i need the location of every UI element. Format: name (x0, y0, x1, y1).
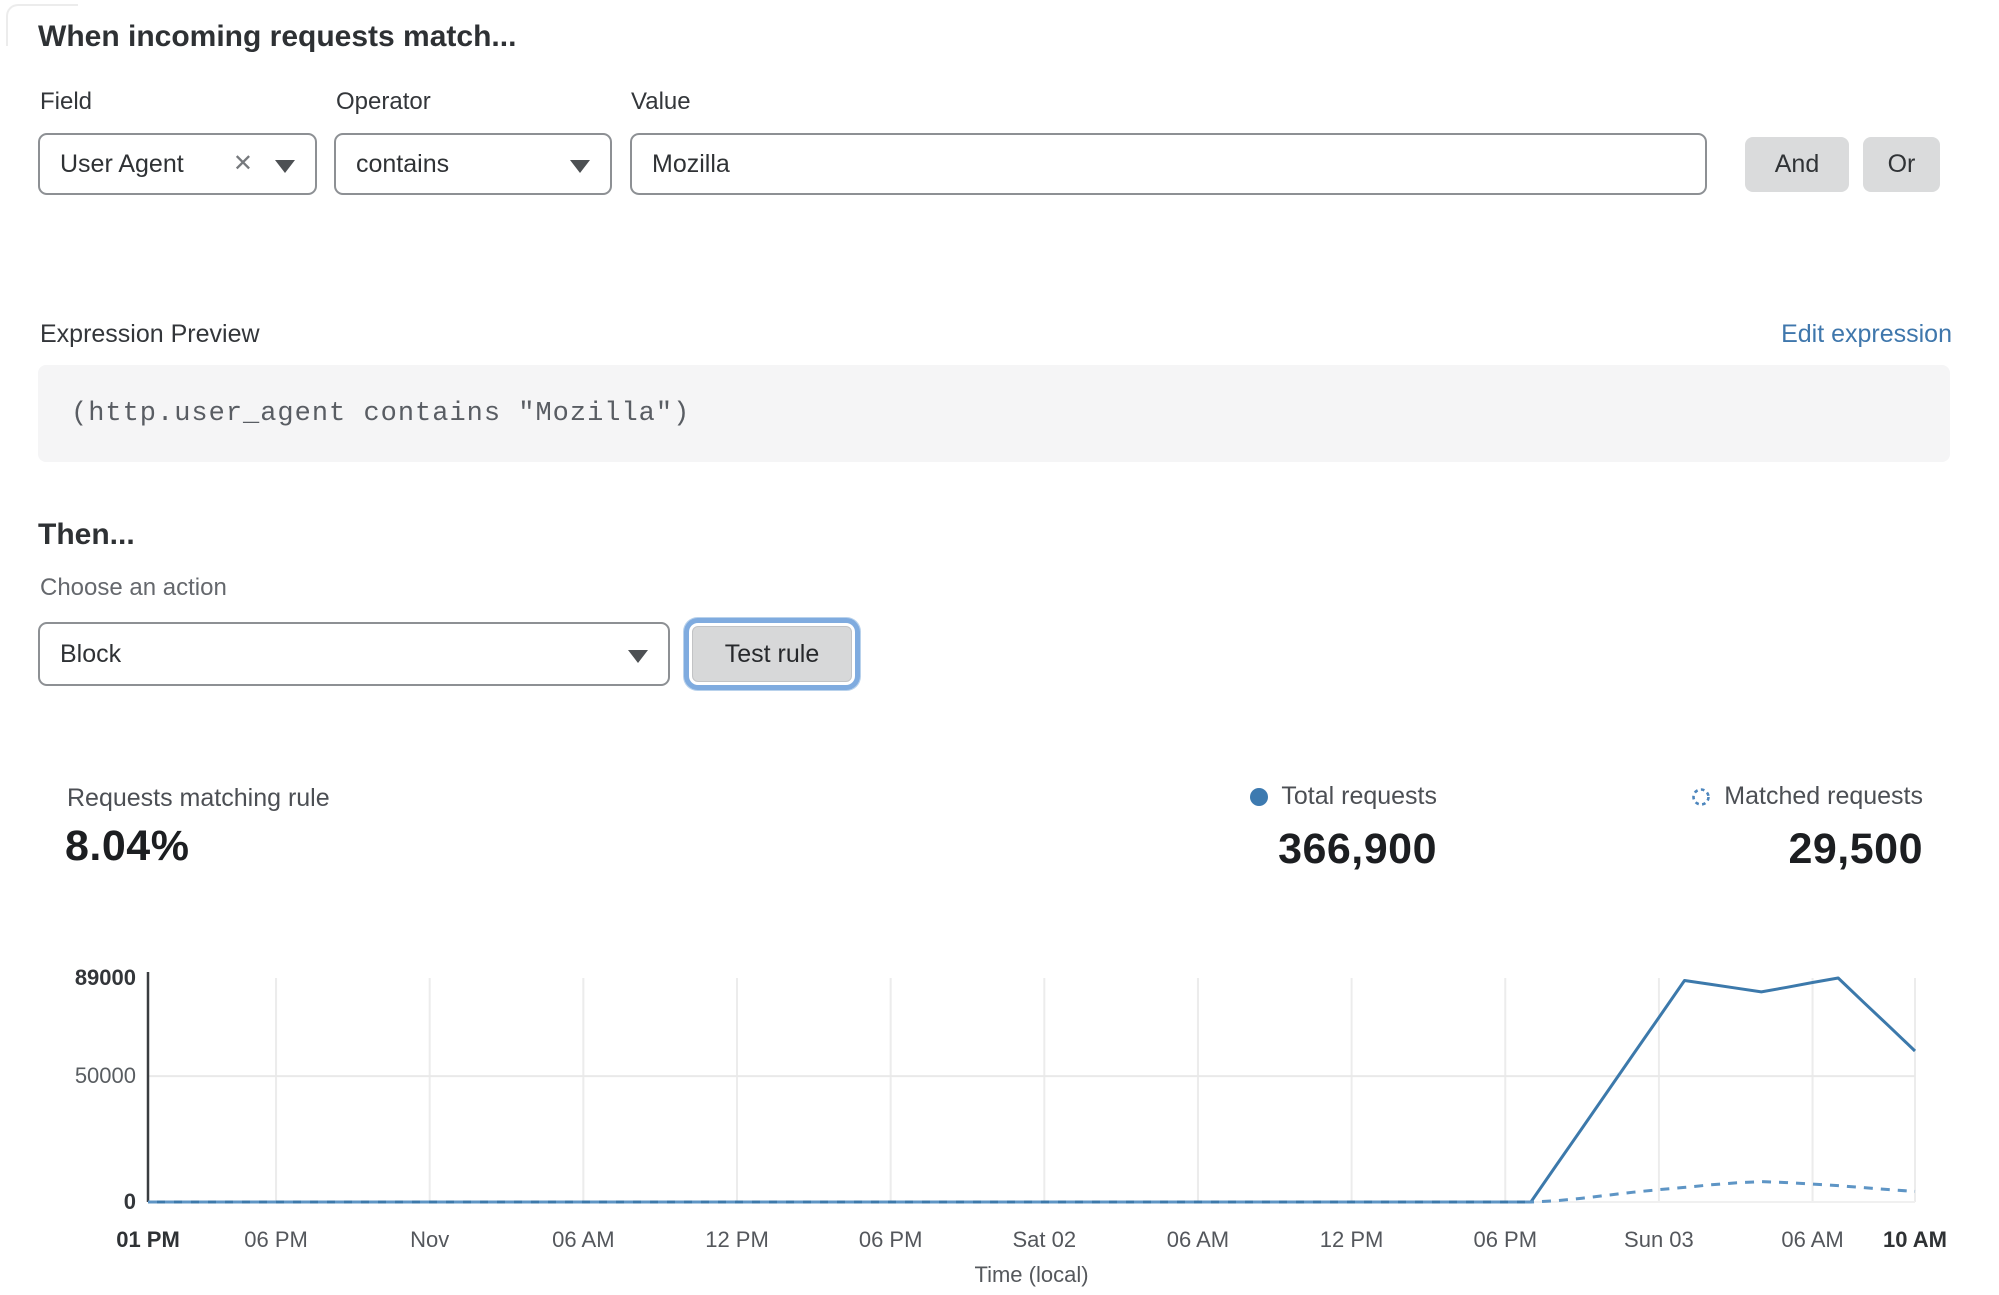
field-column-label: Field (40, 88, 93, 115)
y-tick-label: 0 (124, 1189, 136, 1214)
x-tick-label: 06 AM (1781, 1227, 1843, 1252)
matched-requests-label: Matched requests (1724, 782, 1923, 810)
matched-requests-dashed-circle-icon (1692, 787, 1711, 806)
x-axis-title: Time (local) (974, 1262, 1088, 1287)
field-select-value: User Agent (60, 149, 184, 178)
expression-code: (http.user_agent contains "Mozilla") (71, 398, 691, 429)
requests-matching-label: Requests matching rule (67, 784, 330, 812)
edit-expression-link[interactable]: Edit expression (1781, 320, 1952, 348)
y-tick-label: 89000 (75, 965, 136, 990)
total-requests-label: Total requests (1281, 782, 1437, 810)
total-requests-line (148, 976, 1917, 1204)
matched-requests-value: 29,500 (1788, 825, 1923, 873)
chevron-down-icon (275, 159, 295, 173)
action-select[interactable]: Block (38, 622, 670, 686)
x-tick-label: Nov (410, 1227, 449, 1252)
x-tick-label: 06 PM (244, 1227, 308, 1252)
or-button[interactable]: Or (1863, 137, 1940, 192)
expression-preview-label: Expression Preview (40, 320, 260, 348)
value-column-label: Value (631, 88, 691, 115)
card-corner-border (6, 4, 78, 46)
operator-column-label: Operator (336, 88, 431, 115)
requests-matching-value: 8.04% (65, 822, 190, 870)
clear-field-icon[interactable]: ✕ (232, 150, 253, 177)
operator-select-value: contains (356, 149, 450, 178)
x-tick-label: 12 PM (1320, 1227, 1384, 1252)
x-tick-label: 06 AM (552, 1227, 614, 1252)
and-button[interactable]: And (1745, 137, 1849, 192)
x-tick-label: 01 PM (116, 1227, 180, 1252)
total-requests-dot-icon (1250, 787, 1269, 806)
action-select-value: Block (60, 639, 122, 668)
total-requests-stat: Total requests 366,900 (1250, 782, 1437, 874)
field-select[interactable]: User Agent ✕ (38, 133, 317, 195)
x-tick-label: 06 AM (1167, 1227, 1229, 1252)
x-tick-label: Sun 03 (1624, 1227, 1694, 1252)
test-rule-button[interactable]: Test rule (692, 626, 852, 682)
x-tick-label: 12 PM (705, 1227, 769, 1252)
expression-code-block: (http.user_agent contains "Mozilla") (38, 365, 1950, 462)
chevron-down-icon (570, 159, 590, 173)
page-title: When incoming requests match... (38, 20, 517, 53)
x-tick-label: 06 PM (1473, 1227, 1537, 1252)
x-tick-label: 06 PM (859, 1227, 923, 1252)
matched-requests-line (148, 1180, 1916, 1204)
total-requests-value: 366,900 (1278, 825, 1437, 873)
x-tick-label: Sat 02 (1012, 1227, 1076, 1252)
choose-action-label: Choose an action (40, 574, 227, 601)
then-heading: Then... (38, 518, 135, 551)
value-input[interactable] (630, 133, 1707, 195)
y-tick-label: 50000 (75, 1063, 136, 1088)
chevron-down-icon (628, 649, 648, 663)
matched-requests-stat: Matched requests 29,500 (1691, 782, 1923, 874)
x-tick-label: 10 AM (1883, 1227, 1947, 1252)
operator-select[interactable]: contains (334, 133, 612, 195)
requests-line-chart: 89000 50000 0 01 PM 06 PM Nov 06 AM 12 PM 06 PM S… (75, 965, 1947, 1287)
